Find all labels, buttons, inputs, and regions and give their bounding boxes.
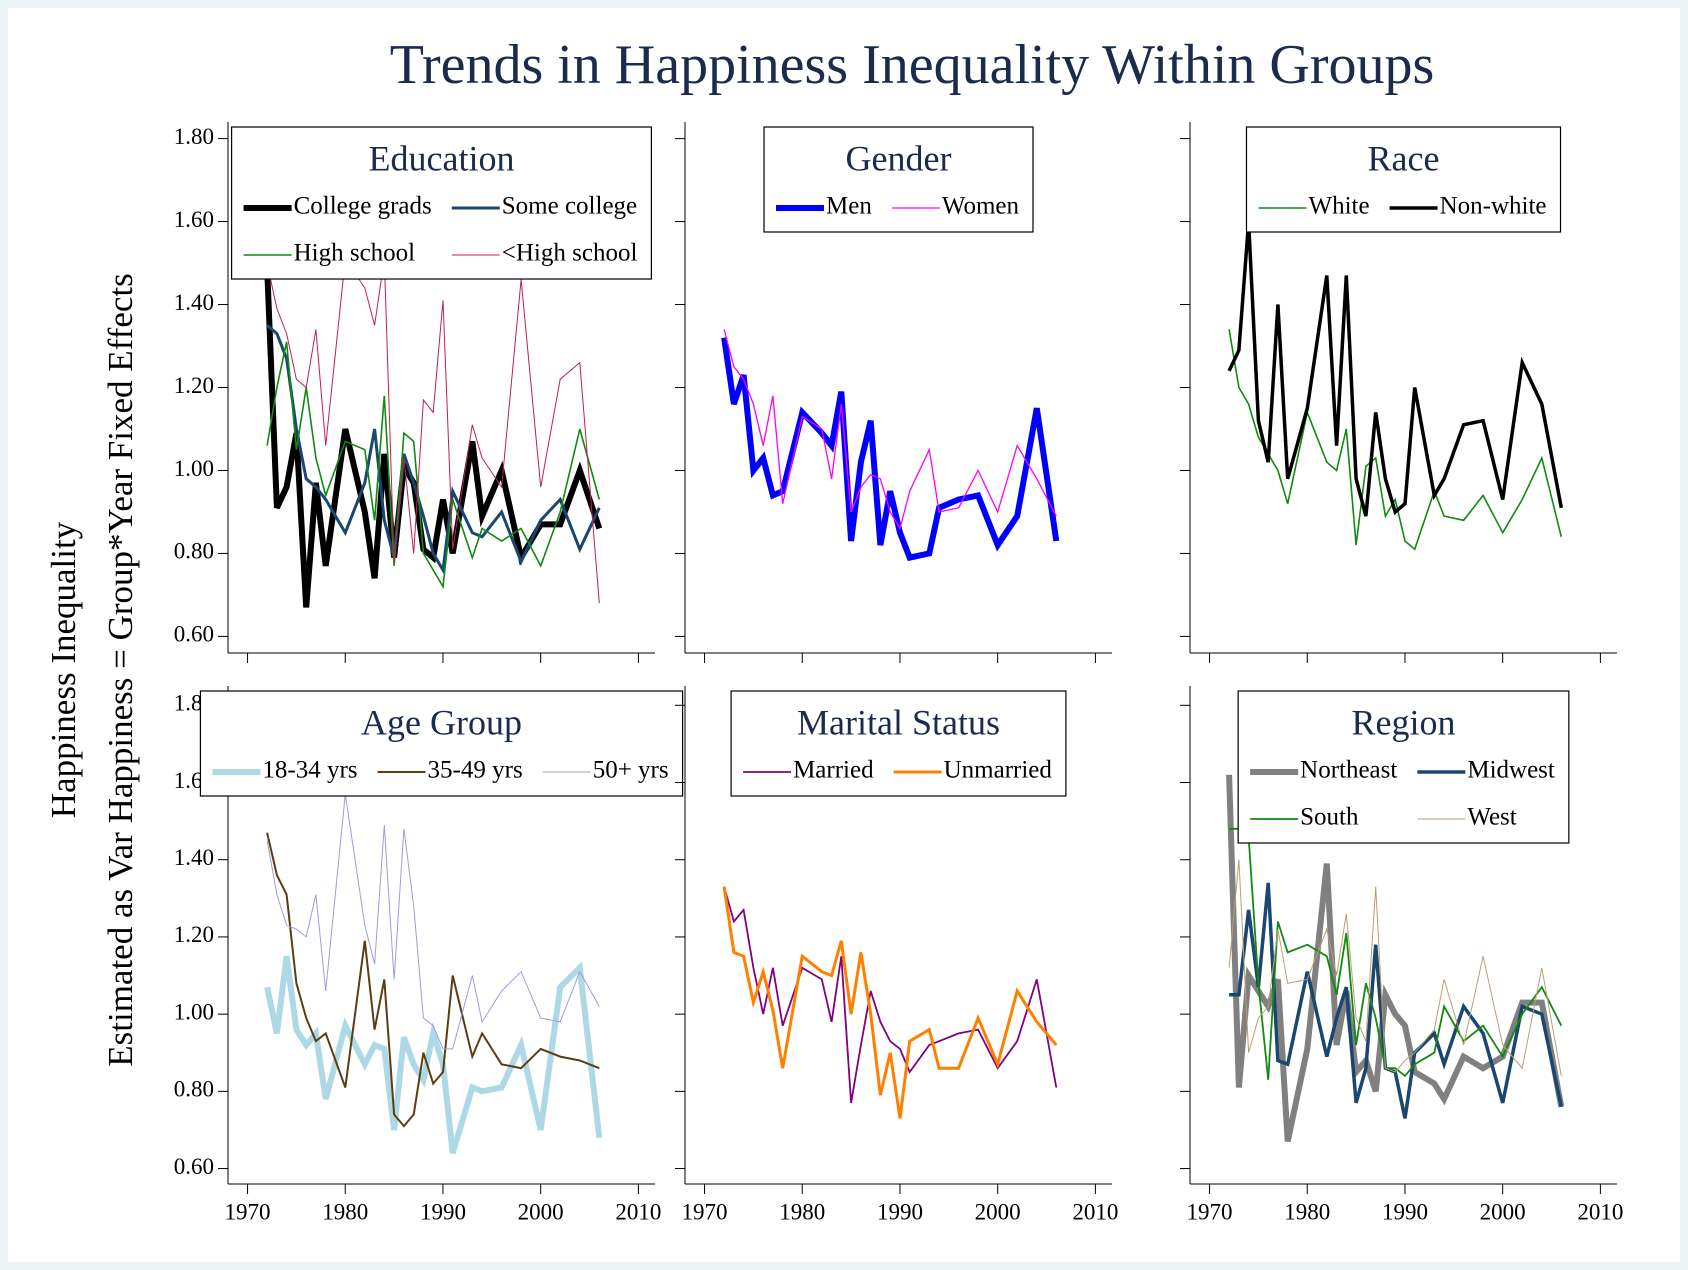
legend-box [199, 690, 684, 797]
legend-box [1245, 126, 1562, 233]
series-line [266, 341, 601, 590]
legend-label: Women [942, 193, 1020, 220]
series-line [1229, 827, 1563, 1080]
series-line [264, 267, 603, 608]
y-tick-label: 1.80 [174, 124, 214, 149]
series-line [722, 886, 1058, 1119]
legend-label: Married [793, 757, 874, 784]
y-tick-label: 0.60 [174, 622, 214, 647]
y-tick-label: 1.20 [174, 373, 214, 398]
y-tick-label: 0.80 [174, 539, 214, 564]
x-tick-label: 1980 [322, 1199, 368, 1224]
x-tick-label: 2000 [518, 1199, 564, 1224]
legend-label: Men [826, 193, 872, 220]
legend: 18-34 yrs 35-49 yrs 50+ yrs Age Group [199, 690, 684, 797]
legend-label: West [1467, 804, 1516, 831]
legend-title: Race [1368, 138, 1440, 178]
series-line [1226, 774, 1565, 1143]
legend-title: Marital Status [797, 702, 1000, 742]
legend-label: College grads [294, 193, 432, 220]
legend-label: 50+ yrs [593, 757, 669, 784]
x-tick-label: 1990 [877, 1199, 923, 1224]
x-tick-label: 2010 [615, 1199, 661, 1224]
legend-label: White [1308, 193, 1369, 220]
x-tick-label: 1970 [1187, 1199, 1233, 1224]
x-tick-label: 1990 [1382, 1199, 1428, 1224]
series-line [1228, 859, 1562, 1076]
y-tick-label: 0.80 [174, 1077, 214, 1102]
legend-label: <High school [502, 240, 638, 267]
y-tick-label: 1.00 [174, 456, 214, 481]
x-tick-label: 1980 [1284, 1199, 1330, 1224]
x-tick-label: 2000 [1480, 1199, 1526, 1224]
legend-label: Northeast [1300, 757, 1397, 784]
legend: College grads Some college High school <Hig… [231, 126, 652, 280]
series-line [264, 955, 603, 1154]
legend-title: Education [369, 138, 515, 178]
legend-box [231, 126, 652, 280]
y-tick-label: 0.60 [174, 1154, 214, 1179]
legend: Men Women Gender [763, 126, 1034, 233]
y-tick-label: 1.60 [174, 207, 214, 232]
series-line [1227, 221, 1564, 517]
x-tick-label: 2000 [975, 1199, 1021, 1224]
x-tick-label: 1970 [225, 1199, 271, 1224]
legend-label: Non-white [1440, 193, 1547, 220]
legend-title: Gender [846, 138, 952, 178]
legend-label: Some college [502, 193, 637, 220]
legend-label: High school [294, 240, 416, 267]
series-line [266, 324, 601, 575]
chart-title: Trends in Happiness Inequality Within Gr… [390, 34, 1435, 96]
legend-title: Region [1352, 702, 1456, 742]
y-tick-label: 1.00 [174, 999, 214, 1024]
legend-box [730, 690, 1067, 797]
series-line [721, 337, 1060, 562]
legend-title: Age Group [361, 702, 522, 742]
series-line [266, 794, 600, 1050]
y-axis-title: Happiness Inequality [44, 521, 83, 818]
y-axis-title: Estimated as Var Happiness = Group*Year … [101, 273, 140, 1067]
series-line [723, 329, 1057, 531]
legend: Married Unmarried Marital Status [730, 690, 1067, 797]
legend: Northeast Midwest South West Region [1237, 690, 1570, 844]
y-tick-label: 1.20 [174, 922, 214, 947]
legend-label: 35-49 yrs [428, 757, 523, 784]
legend-label: South [1300, 804, 1359, 831]
legend-label: Unmarried [944, 757, 1053, 784]
x-tick-label: 1970 [682, 1199, 728, 1224]
legend-label: 18-34 yrs [262, 757, 357, 784]
legend-label: Midwest [1467, 757, 1555, 784]
series-line [266, 257, 600, 604]
y-tick-label: 1.40 [174, 290, 214, 315]
x-tick-label: 2010 [1577, 1199, 1623, 1224]
legend-box [1237, 690, 1570, 844]
y-tick-label: 1.40 [174, 845, 214, 870]
legend-box [763, 126, 1034, 233]
x-tick-label: 1980 [779, 1199, 825, 1224]
x-tick-label: 1990 [420, 1199, 466, 1224]
series-line [266, 832, 600, 1128]
x-tick-label: 2010 [1072, 1199, 1118, 1224]
